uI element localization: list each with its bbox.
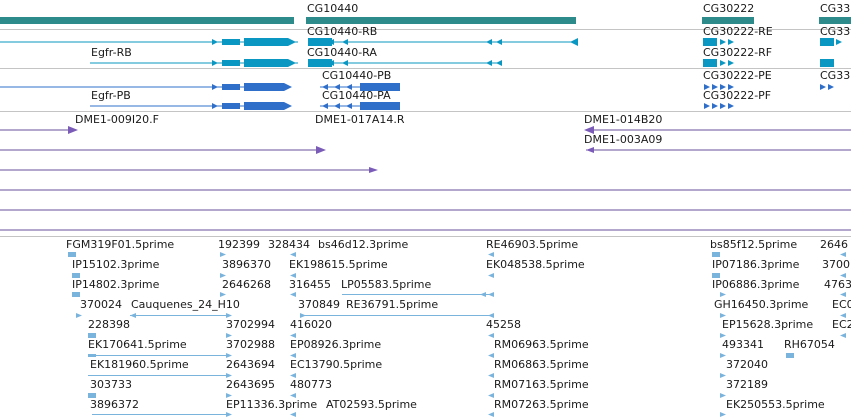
- est-label[interactable]: 192399: [218, 238, 260, 251]
- clone-label[interactable]: DME1-017A14.R: [315, 113, 405, 126]
- est-label[interactable]: 3896370: [222, 258, 271, 271]
- est-label[interactable]: EC2: [832, 318, 851, 331]
- transcript-label-cg33[interactable]: CG33: [820, 25, 851, 38]
- est-label[interactable]: RE36791.5prime: [346, 298, 439, 311]
- clone-label[interactable]: DME1-014B20: [584, 113, 663, 126]
- est-label[interactable]: 2646268: [222, 278, 271, 291]
- transcript-label-cg30222-re[interactable]: CG30222-RE: [703, 25, 773, 38]
- est-track-glyphs[interactable]: [0, 237, 851, 420]
- est-label[interactable]: EK198615.5prime: [289, 258, 388, 271]
- track-divider: [0, 236, 851, 237]
- gene-feature-cg10440: [306, 17, 576, 24]
- est-label[interactable]: 493341: [722, 338, 764, 351]
- gene-label-cg30222[interactable]: CG30222: [703, 2, 755, 15]
- est-label[interactable]: GH16450.3prime: [714, 298, 809, 311]
- track-divider: [0, 111, 851, 112]
- transcript-label-cg33[interactable]: CG33: [820, 69, 851, 82]
- est-label[interactable]: EK250553.5prime: [726, 398, 825, 411]
- est-label[interactable]: RM07163.5prime: [494, 378, 589, 391]
- est-label[interactable]: bs85f12.5prime: [710, 238, 798, 251]
- est-label[interactable]: 45258: [486, 318, 521, 331]
- transcript-label-cg10440-rb[interactable]: CG10440-RB: [307, 25, 378, 38]
- est-label[interactable]: 480773: [290, 378, 332, 391]
- transcript-label-egfr-pb[interactable]: Egfr-PB: [91, 89, 131, 102]
- clone-track-glyphs[interactable]: [0, 112, 851, 236]
- est-label[interactable]: 416020: [290, 318, 332, 331]
- est-label[interactable]: LP05583.5prime: [341, 278, 432, 291]
- est-label[interactable]: EC13790.5prime: [290, 358, 383, 371]
- transcript-track-b-glyphs[interactable]: [0, 69, 851, 111]
- est-label[interactable]: 2643694: [226, 358, 275, 371]
- est-label[interactable]: 303733: [90, 378, 132, 391]
- track-divider: [0, 29, 851, 30]
- transcript-label-cg30222-pe[interactable]: CG30222-PE: [703, 69, 772, 82]
- gene-feature-cg33: [819, 17, 851, 24]
- est-label[interactable]: RM07263.5prime: [494, 398, 589, 411]
- est-label[interactable]: RM06963.5prime: [494, 338, 589, 351]
- est-label[interactable]: 2643695: [226, 378, 275, 391]
- transcript-label-egfr-rb[interactable]: Egfr-RB: [91, 46, 132, 59]
- est-label[interactable]: EK181960.5prime: [90, 358, 189, 371]
- est-label[interactable]: 370849: [298, 298, 340, 311]
- est-label[interactable]: RE46903.5prime: [486, 238, 579, 251]
- transcript-label-cg10440-pb[interactable]: CG10440-PB: [322, 69, 392, 82]
- clone-label[interactable]: DME1-003A09: [584, 133, 663, 146]
- est-label[interactable]: 372040: [726, 358, 768, 371]
- est-label[interactable]: FGM319F01.5prime: [66, 238, 175, 251]
- transcript-label-cg10440-pa[interactable]: CG10440-PA: [322, 89, 391, 102]
- est-label[interactable]: RM06863.5prime: [494, 358, 589, 371]
- est-label[interactable]: 316455: [289, 278, 331, 291]
- est-label[interactable]: Cauquenes_24_H10: [131, 298, 240, 311]
- est-label[interactable]: 370024: [80, 298, 122, 311]
- est-label[interactable]: 372189: [726, 378, 768, 391]
- gene-feature-egfr: [0, 17, 294, 24]
- est-label[interactable]: EK170641.5prime: [88, 338, 187, 351]
- track-divider: [0, 68, 851, 69]
- est-label[interactable]: 4763: [824, 278, 851, 291]
- est-label[interactable]: 2646: [820, 238, 848, 251]
- transcript-label-cg30222-pf[interactable]: CG30222-PF: [703, 89, 772, 102]
- transcript-label-cg30222-rf[interactable]: CG30222-RF: [703, 46, 773, 59]
- est-label[interactable]: EP08926.3prime: [290, 338, 382, 351]
- est-label[interactable]: EP15628.3prime: [722, 318, 814, 331]
- est-label[interactable]: 3702988: [226, 338, 275, 351]
- est-label[interactable]: 3896372: [90, 398, 139, 411]
- gene-track-glyphs[interactable]: [0, 0, 851, 30]
- est-label[interactable]: 328434: [268, 238, 310, 251]
- transcript-label-cg10440-ra[interactable]: CG10440-RA: [307, 46, 377, 59]
- est-label[interactable]: EK048538.5prime: [486, 258, 585, 271]
- est-label[interactable]: IP14802.3prime: [72, 278, 160, 291]
- clone-label[interactable]: DME1-009I20.F: [75, 113, 159, 126]
- est-label[interactable]: IP06886.3prime: [712, 278, 800, 291]
- gene-label-cg10440[interactable]: CG10440: [307, 2, 359, 15]
- est-label[interactable]: EP11336.3prime: [226, 398, 318, 411]
- est-label[interactable]: 3700: [822, 258, 850, 271]
- est-label[interactable]: 3702994: [226, 318, 275, 331]
- est-label[interactable]: IP15102.3prime: [72, 258, 160, 271]
- est-label[interactable]: EC0: [832, 298, 851, 311]
- est-label[interactable]: 228398: [88, 318, 130, 331]
- est-label[interactable]: RH67054: [784, 338, 835, 351]
- est-label[interactable]: AT02593.5prime: [326, 398, 417, 411]
- gene-label-cg33[interactable]: CG33: [820, 2, 851, 15]
- gene-feature-cg30222: [702, 17, 754, 24]
- est-label[interactable]: bs46d12.3prime: [318, 238, 409, 251]
- transcript-track-a-glyphs[interactable]: [0, 30, 851, 68]
- est-label[interactable]: IP07186.3prime: [712, 258, 800, 271]
